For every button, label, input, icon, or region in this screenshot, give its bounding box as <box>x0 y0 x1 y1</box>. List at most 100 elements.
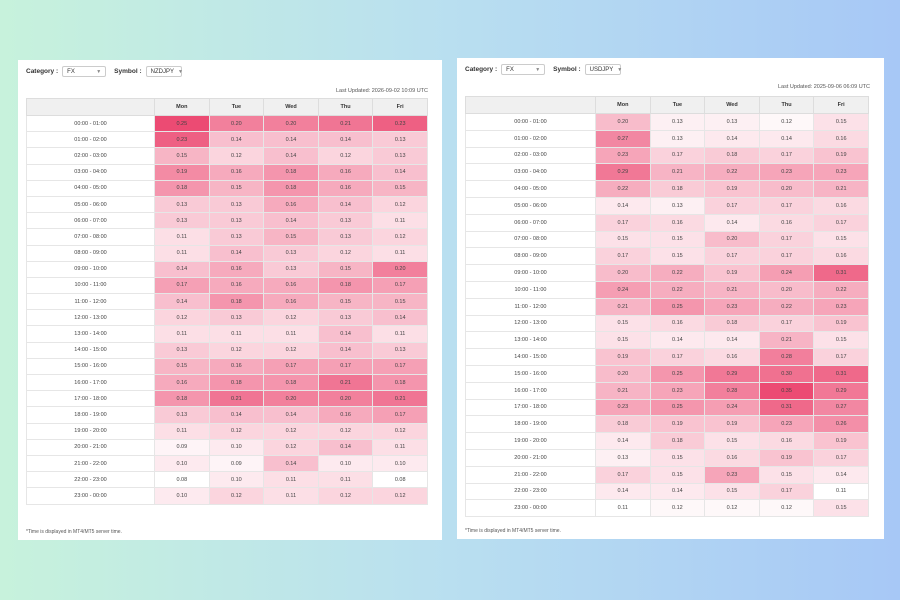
table-row: 22:00 - 23:00 0.08 0.10 0.11 0.11 0.08 <box>26 471 428 489</box>
heatmap-cell: 0.12 <box>263 341 319 359</box>
heatmap-cell: 0.14 <box>263 454 319 473</box>
heatmap-cell: 0.15 <box>704 432 760 450</box>
heatmap-cell: 0.16 <box>813 247 869 266</box>
heatmap-cell: 0.14 <box>317 131 374 149</box>
heatmap-cell: 0.12 <box>263 438 319 456</box>
last-updated: Last Updated: 2025-09-06 06:09 UTC <box>777 84 870 90</box>
heatmap-cell: 0.13 <box>372 131 428 149</box>
time-slot-label: 10:00 - 11:00 <box>26 276 155 295</box>
heatmap-cell: 0.10 <box>208 471 265 489</box>
table-row: 15:00 - 16:00 0.20 0.25 0.29 0.30 0.31 <box>465 364 869 383</box>
table-row: 17:00 - 18:00 0.18 0.21 0.20 0.20 0.21 <box>26 390 428 408</box>
heatmap-cell: 0.17 <box>758 146 815 165</box>
heatmap-cell: 0.14 <box>595 432 651 450</box>
heatmap-cell: 0.17 <box>704 196 760 215</box>
heatmap-cell: 0.31 <box>813 364 869 383</box>
heatmap-cell: 0.15 <box>595 230 651 249</box>
heatmap-cell: 0.28 <box>758 348 815 366</box>
time-slot-label: 23:00 - 00:00 <box>26 487 155 505</box>
heatmap-cell: 0.09 <box>208 454 265 473</box>
heatmap-cell: 0.12 <box>704 499 760 518</box>
time-slot-label: 16:00 - 17:00 <box>465 381 596 400</box>
time-slot-label: 12:00 - 13:00 <box>465 314 596 333</box>
heatmap-cell: 0.10 <box>154 454 210 473</box>
heatmap-cell: 0.21 <box>208 390 265 408</box>
category-select[interactable]: FX ▼ <box>62 66 107 77</box>
heatmap-cell: 0.17 <box>649 146 706 165</box>
category-label: Category : <box>465 66 498 73</box>
table-row: 21:00 - 22:00 0.10 0.09 0.14 0.10 0.10 <box>26 454 428 473</box>
symbol-select[interactable]: USDJPY ▼ <box>584 64 622 75</box>
heatmap-cell: 0.23 <box>154 131 210 149</box>
time-slot-label: 22:00 - 23:00 <box>465 482 596 501</box>
time-slot-label: 21:00 - 22:00 <box>465 465 596 484</box>
heatmap-cell: 0.29 <box>595 163 651 182</box>
heatmap-cell: 0.19 <box>813 146 869 165</box>
heatmap-cell: 0.14 <box>704 331 760 350</box>
table-row: 00:00 - 01:00 0.20 0.13 0.13 0.12 0.15 <box>465 113 869 131</box>
heatmap-cell: 0.15 <box>595 314 651 333</box>
heatmap-cell: 0.12 <box>208 341 265 359</box>
table-row: 02:00 - 03:00 0.23 0.17 0.18 0.17 0.19 <box>465 146 869 165</box>
heatmap-cell: 0.17 <box>263 357 319 376</box>
heatmap-cell: 0.15 <box>649 230 706 249</box>
time-slot-label: 08:00 - 09:00 <box>465 247 596 266</box>
heatmap-cell: 0.11 <box>813 482 869 501</box>
heatmap-cell: 0.14 <box>317 438 374 456</box>
heatmap-cell: 0.20 <box>372 260 428 278</box>
heatmap-cell: 0.14 <box>317 325 374 343</box>
heatmap-cell: 0.15 <box>813 113 869 131</box>
table-row: 08:00 - 09:00 0.11 0.14 0.13 0.12 0.11 <box>26 244 428 262</box>
table-row: 06:00 - 07:00 0.17 0.16 0.14 0.16 0.17 <box>465 213 869 232</box>
heatmap-body: 00:00 - 01:00 0.25 0.20 0.20 0.21 0.23 01:00 -… <box>26 114 428 505</box>
heatmap-cell: 0.19 <box>704 264 760 282</box>
heatmap-cell: 0.14 <box>154 260 210 278</box>
day-header-mon: Mon <box>595 96 651 114</box>
heatmap-cell: 0.17 <box>813 448 869 467</box>
heatmap-cell: 0.20 <box>704 230 760 249</box>
heatmap-cell: 0.14 <box>208 244 265 262</box>
heatmap-cell: 0.15 <box>813 230 869 249</box>
heatmap-cell: 0.21 <box>704 280 760 299</box>
time-slot-label: 13:00 - 14:00 <box>26 325 155 343</box>
heatmap-cell: 0.29 <box>704 364 760 383</box>
heatmap-cell: 0.31 <box>758 398 815 417</box>
day-header-fri: Fri <box>813 96 869 114</box>
chevron-down-icon: ▼ <box>177 68 183 75</box>
heatmap-cell: 0.20 <box>317 390 374 408</box>
time-slot-label: 07:00 - 08:00 <box>465 230 596 249</box>
heatmap-cell: 0.13 <box>154 406 210 424</box>
symbol-select[interactable]: NZDJPY ▼ <box>145 66 183 77</box>
time-slot-label: 12:00 - 13:00 <box>26 309 155 327</box>
heatmap-cell: 0.27 <box>813 398 869 417</box>
heatmap-cell: 0.17 <box>649 348 706 366</box>
table-row: 22:00 - 23:00 0.14 0.14 0.15 0.17 0.11 <box>465 482 869 501</box>
day-header-mon: Mon <box>154 98 210 116</box>
category-select[interactable]: FX ▼ <box>501 64 546 75</box>
heatmap-cell: 0.13 <box>649 113 706 131</box>
table-row: 17:00 - 18:00 0.23 0.25 0.24 0.31 0.27 <box>465 398 869 417</box>
table-row: 03:00 - 04:00 0.19 0.16 0.18 0.16 0.14 <box>26 163 428 181</box>
heatmap-cell: 0.11 <box>263 471 319 489</box>
table-row: 20:00 - 21:00 0.13 0.15 0.16 0.19 0.17 <box>465 448 869 467</box>
header-row: Mon Tue Wed Thu Fri <box>26 98 428 116</box>
heatmap-cell: 0.18 <box>704 314 760 333</box>
heatmap-cell: 0.16 <box>649 314 706 333</box>
time-slot-label: 08:00 - 09:00 <box>26 244 155 262</box>
time-slot-label: 09:00 - 10:00 <box>465 264 596 282</box>
chevron-down-icon: ▼ <box>535 66 541 73</box>
heatmap-cell: 0.13 <box>317 309 374 327</box>
heatmap-cell: 0.17 <box>758 482 815 501</box>
heatmap-cell: 0.13 <box>208 195 265 214</box>
day-header-thu: Thu <box>317 98 374 116</box>
heatmap-cell: 0.17 <box>758 314 815 333</box>
time-slot-label: 03:00 - 04:00 <box>26 163 155 181</box>
heatmap-cell: 0.25 <box>649 364 706 383</box>
heatmap-cell: 0.16 <box>758 213 815 232</box>
symbol-value: USDJPY <box>589 66 614 73</box>
heatmap-cell: 0.14 <box>154 293 210 311</box>
time-slot-label: 20:00 - 21:00 <box>465 448 596 467</box>
heatmap-cell: 0.12 <box>208 147 265 165</box>
time-slot-label: 18:00 - 19:00 <box>26 406 155 424</box>
heatmap-cell: 0.20 <box>208 114 265 133</box>
